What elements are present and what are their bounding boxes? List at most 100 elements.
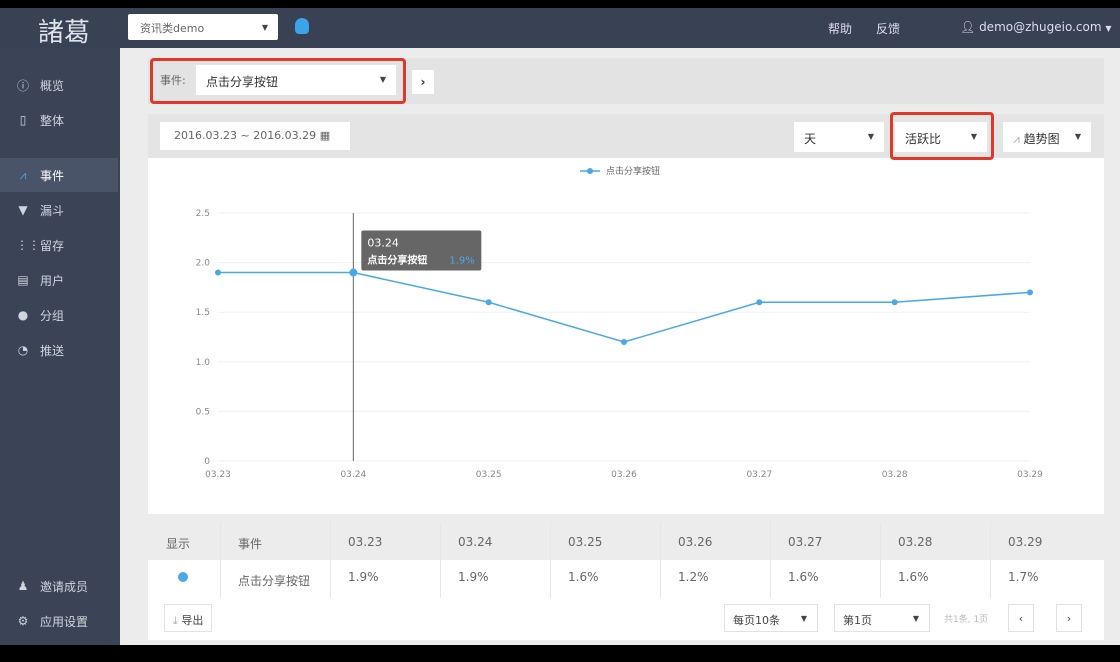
chart-type-value: 趋势图 bbox=[1023, 132, 1060, 146]
sidebar-item-label: 概览 bbox=[40, 78, 65, 93]
caret-down-icon: ▼ bbox=[379, 75, 386, 84]
filter-bar: 2016.03.23 ~ 2016.03.29 ▦ 天 ▼ 活跃比 ▼ ⩘ 趋势图 ▼ bbox=[148, 112, 1104, 160]
page-summary: 共1条, 1页 bbox=[944, 615, 989, 625]
value-cell: 1.6% bbox=[898, 570, 929, 584]
sidebar-item-label: 邀请成员 bbox=[40, 579, 89, 594]
value-cell: 1.9% bbox=[348, 570, 379, 584]
feedback-link[interactable]: 反馈 bbox=[876, 22, 901, 36]
y-tick-label: 2.5 bbox=[196, 209, 210, 219]
sidebar-item-overall[interactable]: ▯ 整体 bbox=[0, 103, 118, 137]
data-point bbox=[621, 338, 627, 345]
granularity-value: 天 bbox=[804, 132, 817, 146]
x-tick-label: 03.29 bbox=[1017, 470, 1043, 480]
sidebar-item-invite[interactable]: ♟ 邀请成员 bbox=[0, 569, 118, 603]
column-divider bbox=[330, 522, 331, 598]
sidebar-item-overview[interactable]: ⓘ 概览 bbox=[0, 68, 118, 102]
date-range-picker[interactable]: 2016.03.23 ~ 2016.03.29 ▦ bbox=[160, 122, 350, 150]
x-tick-label: 03.26 bbox=[611, 470, 637, 480]
column-divider bbox=[990, 522, 991, 598]
top-bar: 諸葛 资讯类demo ▼ 帮助 反馈 👤︎ demo@zhugeio.com ▼ bbox=[0, 8, 1120, 48]
document-icon: ▤ bbox=[17, 273, 29, 287]
y-tick-label: 2.0 bbox=[196, 259, 211, 269]
tooltip-value: 1.9% bbox=[449, 256, 474, 267]
caret-down-icon: ▼ bbox=[867, 132, 874, 141]
value-cell: 1.2% bbox=[678, 570, 709, 584]
line-chart-icon: ⩘ bbox=[19, 167, 27, 182]
column-header: 03.24 bbox=[458, 535, 493, 549]
series-line bbox=[218, 271, 1031, 343]
gear-icon: ⚙ bbox=[17, 614, 29, 628]
x-tick-label: 03.27 bbox=[746, 470, 772, 480]
caret-down-icon: ▼ bbox=[261, 23, 268, 32]
event-label: 事件: bbox=[160, 74, 186, 87]
event-select-value: 点击分享按钮 bbox=[206, 75, 279, 89]
caret-down-icon: ▼ bbox=[800, 614, 807, 623]
column-divider bbox=[660, 522, 661, 598]
push-icon: ◔ bbox=[17, 343, 29, 357]
column-header: 03.27 bbox=[788, 535, 823, 549]
sidebar-item-label: 漏斗 bbox=[40, 203, 65, 218]
page-size-select[interactable]: 每页10条 ▼ bbox=[724, 604, 818, 632]
sidebar-item-retention[interactable]: ⋮⋮ 留存 bbox=[0, 228, 118, 262]
table-header bbox=[148, 522, 1104, 560]
prev-page-button[interactable]: ‹ bbox=[1008, 604, 1034, 632]
column-header: 03.25 bbox=[568, 535, 603, 549]
user-icon: ♟ bbox=[17, 579, 29, 593]
column-divider bbox=[220, 522, 221, 598]
sidebar-item-label: 整体 bbox=[40, 113, 65, 128]
next-page-button[interactable]: › bbox=[1056, 604, 1082, 632]
sidebar-item-push[interactable]: ◔ 推送 bbox=[0, 333, 118, 367]
sidebar-item-label: 推送 bbox=[40, 343, 65, 358]
value-cell: 1.6% bbox=[788, 570, 819, 584]
sidebar-item-groups[interactable]: ● 分组 bbox=[0, 298, 118, 332]
sidebar-item-app-settings[interactable]: ⚙ 应用设置 bbox=[0, 604, 118, 638]
sidebar-item-funnel[interactable]: ▼ 漏斗 bbox=[0, 193, 118, 227]
export-button[interactable]: ⤓ 导出 bbox=[164, 604, 213, 632]
android-icon[interactable] bbox=[295, 18, 309, 34]
highlight-box bbox=[150, 58, 406, 104]
chart-card: 2016.03.23 ~ 2016.03.29 ▦ 天 ▼ 活跃比 ▼ ⩘ 趋势图 ▼… bbox=[148, 112, 1104, 514]
sidebar-item-events[interactable]: ⩘ 事件 bbox=[0, 158, 118, 192]
line-chart: 0 0.5 1.0 1.5 2.0 2.5 03.23 03.24 03.25 03.26 03.2… bbox=[196, 165, 1043, 480]
data-point bbox=[1027, 289, 1033, 296]
main-content: 事件: 点击分享按钮 ▼ › 2016.03.23 ~ 2016.03.29 ▦ … bbox=[120, 48, 1120, 645]
export-label: 导出 bbox=[181, 614, 204, 627]
metric-select[interactable]: 活跃比 ▼ bbox=[895, 122, 987, 152]
retention-icon: ⋮⋮ bbox=[16, 238, 40, 252]
x-tick-label: 03.24 bbox=[340, 470, 366, 480]
x-tick-label: 03.23 bbox=[205, 470, 231, 480]
chart-type-select[interactable]: ⩘ 趋势图 ▼ bbox=[1003, 122, 1091, 152]
funnel-icon: ▼ bbox=[18, 203, 28, 217]
calendar-icon: ▦ bbox=[319, 129, 331, 142]
help-link[interactable]: 帮助 bbox=[828, 22, 853, 36]
sidebar-item-label: 应用设置 bbox=[40, 614, 89, 629]
x-tick-label: 03.28 bbox=[882, 470, 908, 480]
sidebar-item-users[interactable]: ▤ 用户 bbox=[0, 263, 118, 297]
granularity-select[interactable]: 天 ▼ bbox=[794, 122, 884, 152]
data-table: 显示 事件 03.23 03.24 03.25 03.26 03.27 03.28 03.29 点… bbox=[148, 522, 1104, 640]
download-icon: ⤓ bbox=[173, 614, 182, 627]
column-divider bbox=[440, 522, 441, 598]
column-header: 03.26 bbox=[678, 535, 713, 549]
trend-chart-icon: ⩘ bbox=[1013, 132, 1024, 146]
y-tick-label: 0.5 bbox=[196, 407, 210, 417]
app-select[interactable]: 资讯类demo ▼ bbox=[128, 14, 278, 40]
show-toggle[interactable] bbox=[178, 572, 188, 582]
dashboard-icon: ⓘ bbox=[16, 78, 29, 93]
page-select[interactable]: 第1页 ▼ bbox=[834, 604, 930, 632]
sidebar: ⓘ 概览 ▯ 整体 ⩘ 事件 ▼ 漏斗 ⋮⋮ 留存 ▤ 用户 ● 分组 ◔ 推送 ♟ 邀请成员 ⚙… bbox=[0, 48, 120, 645]
event-select[interactable]: 点击分享按钮 ▼ bbox=[196, 65, 396, 95]
user-menu[interactable]: 👤︎ demo@zhugeio.com ▼ bbox=[960, 20, 1112, 34]
caret-down-icon: ▼ bbox=[970, 132, 977, 141]
data-point bbox=[485, 299, 492, 306]
event-name-cell: 点击分享按钮 bbox=[238, 574, 311, 588]
column-header: 03.28 bbox=[898, 535, 933, 549]
next-event-button[interactable]: › bbox=[412, 70, 434, 94]
highlight-box bbox=[890, 112, 994, 160]
date-range-value: 2016.03.23 ~ 2016.03.29 bbox=[174, 129, 317, 142]
sidebar-item-label: 事件 bbox=[40, 168, 65, 183]
legend-marker bbox=[587, 168, 593, 174]
legend-label: 点击分享按钮 bbox=[606, 165, 660, 177]
tooltip-series: 点击分享按钮 bbox=[367, 254, 427, 267]
tooltip-date: 03.24 bbox=[367, 237, 399, 250]
